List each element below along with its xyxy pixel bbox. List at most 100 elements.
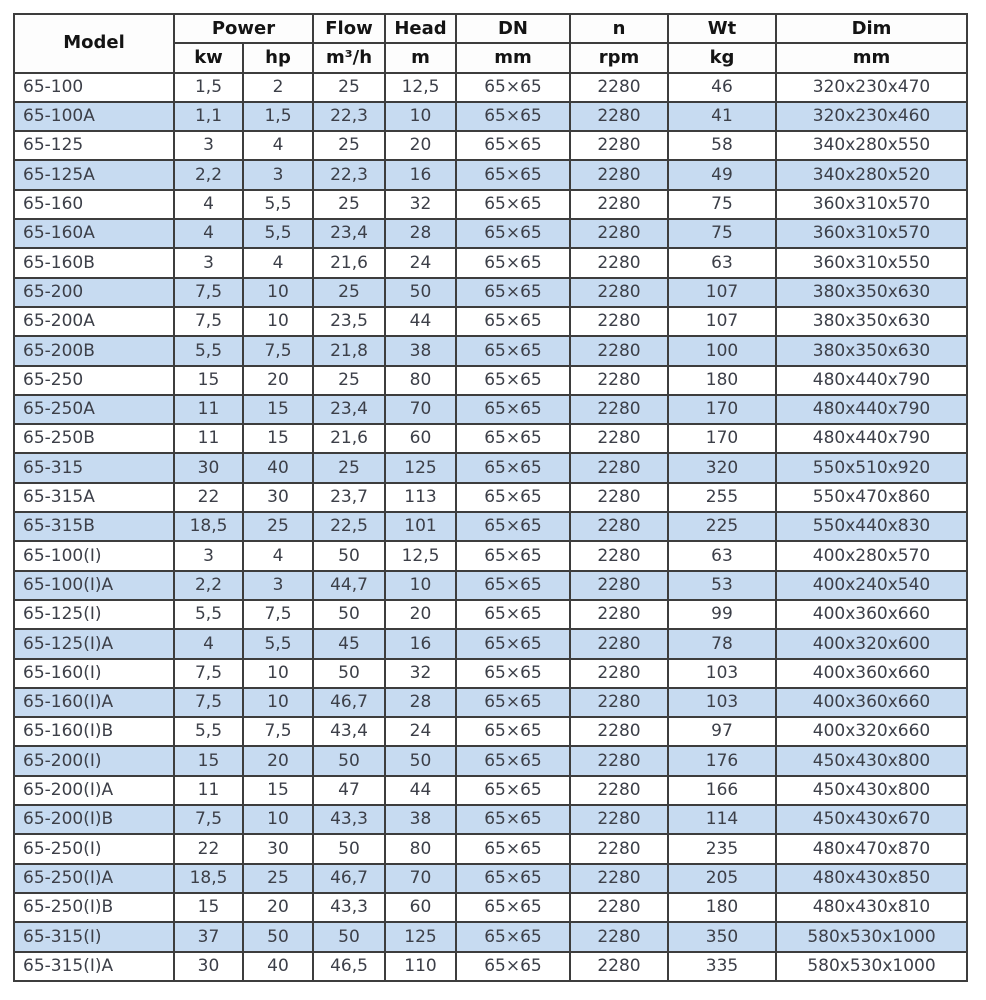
cell-wt: 63 xyxy=(667,247,777,279)
header-cell-wt: Wt xyxy=(667,12,777,45)
cell-dn: 65×65 xyxy=(455,921,571,953)
cell-wt: 107 xyxy=(667,276,777,308)
cell-model: 65-100A xyxy=(13,100,175,133)
cell-dim: 380x350x630 xyxy=(775,276,968,308)
cell-rpm: 2280 xyxy=(569,628,669,660)
cell-head: 28 xyxy=(384,218,457,250)
cell-model: 65-160 xyxy=(13,188,175,221)
cell-power-hp: 10 xyxy=(242,804,314,836)
cell-power-hp: 2 xyxy=(242,71,314,103)
cell-wt: 58 xyxy=(667,130,777,162)
cell-wt: 225 xyxy=(667,511,777,543)
cell-head: 70 xyxy=(384,862,457,894)
cell-dn: 65×65 xyxy=(455,686,571,719)
cell-power-kw: 2,2 xyxy=(173,569,244,601)
cell-model: 65-200 xyxy=(13,276,175,308)
cell-model: 65-200(I)A xyxy=(13,774,175,807)
cell-flow: 46,5 xyxy=(312,950,386,982)
cell-rpm: 2280 xyxy=(569,862,669,894)
cell-dn: 65×65 xyxy=(455,71,571,103)
cell-rpm: 2280 xyxy=(569,481,669,514)
cell-wt: 350 xyxy=(667,921,777,953)
cell-head: 50 xyxy=(384,276,457,308)
cell-power-kw: 7,5 xyxy=(173,305,244,338)
cell-rpm: 2280 xyxy=(569,247,669,279)
cell-head: 16 xyxy=(384,628,457,660)
cell-model: 65-250(I) xyxy=(13,833,175,865)
header-unit-dim: mm xyxy=(775,42,968,74)
cell-rpm: 2280 xyxy=(569,218,669,250)
table-row: 65-200A 7,5 10 23,5 44 65×65 2280 107 380x350x63… xyxy=(13,305,968,338)
cell-rpm: 2280 xyxy=(569,71,669,103)
table-row: 65-200(I)B 7,5 10 43,3 38 65×65 2280 114 450x430… xyxy=(13,804,968,836)
cell-model: 65-315 xyxy=(13,452,175,484)
cell-flow: 21,6 xyxy=(312,247,386,279)
cell-power-kw: 22 xyxy=(173,833,244,865)
cell-wt: 103 xyxy=(667,686,777,719)
cell-power-hp: 1,5 xyxy=(242,100,314,133)
cell-wt: 180 xyxy=(667,891,777,924)
cell-power-kw: 30 xyxy=(173,452,244,484)
cell-power-hp: 7,5 xyxy=(242,716,314,748)
cell-flow: 23,4 xyxy=(312,393,386,426)
cell-power-hp: 10 xyxy=(242,686,314,719)
cell-dim: 400x360x660 xyxy=(775,686,968,719)
cell-dim: 340x280x550 xyxy=(775,130,968,162)
cell-power-hp: 5,5 xyxy=(242,628,314,660)
cell-power-kw: 11 xyxy=(173,774,244,807)
cell-wt: 46 xyxy=(667,71,777,103)
cell-power-hp: 5,5 xyxy=(242,188,314,221)
cell-dim: 480x440x790 xyxy=(775,393,968,426)
cell-model: 65-160(I)B xyxy=(13,716,175,748)
cell-model: 65-315A xyxy=(13,481,175,514)
cell-power-kw: 3 xyxy=(173,540,244,572)
cell-flow: 25 xyxy=(312,188,386,221)
cell-head: 12,5 xyxy=(384,540,457,572)
cell-flow: 25 xyxy=(312,71,386,103)
cell-dn: 65×65 xyxy=(455,950,571,982)
table-row: 65-100 1,5 2 25 12,5 65×65 2280 46 320x230x470 xyxy=(13,71,968,103)
cell-dn: 65×65 xyxy=(455,393,571,426)
cell-rpm: 2280 xyxy=(569,569,669,601)
cell-model: 65-250(I)B xyxy=(13,891,175,924)
cell-power-kw: 5,5 xyxy=(173,598,244,631)
cell-dn: 65×65 xyxy=(455,716,571,748)
cell-dim: 480x430x850 xyxy=(775,862,968,894)
cell-head: 110 xyxy=(384,950,457,982)
cell-dim: 450x430x800 xyxy=(775,745,968,777)
cell-wt: 75 xyxy=(667,218,777,250)
cell-rpm: 2280 xyxy=(569,305,669,338)
cell-wt: 166 xyxy=(667,774,777,807)
cell-dim: 550x510x920 xyxy=(775,452,968,484)
cell-dn: 65×65 xyxy=(455,423,571,455)
cell-dim: 340x280x520 xyxy=(775,159,968,191)
cell-flow: 50 xyxy=(312,833,386,865)
cell-power-kw: 15 xyxy=(173,364,244,396)
cell-model: 65-200B xyxy=(13,335,175,367)
cell-head: 16 xyxy=(384,159,457,191)
cell-wt: 170 xyxy=(667,423,777,455)
cell-rpm: 2280 xyxy=(569,130,669,162)
cell-power-hp: 40 xyxy=(242,950,314,982)
cell-model: 65-315B xyxy=(13,511,175,543)
table-row: 65-160(I)B 5,5 7,5 43,4 24 65×65 2280 97 400x320… xyxy=(13,716,968,748)
cell-model: 65-100(I)A xyxy=(13,569,175,601)
cell-dim: 320x230x460 xyxy=(775,100,968,133)
cell-rpm: 2280 xyxy=(569,598,669,631)
cell-head: 44 xyxy=(384,305,457,338)
cell-model: 65-100(I) xyxy=(13,540,175,572)
cell-rpm: 2280 xyxy=(569,364,669,396)
cell-flow: 50 xyxy=(312,921,386,953)
cell-rpm: 2280 xyxy=(569,540,669,572)
cell-wt: 176 xyxy=(667,745,777,777)
cell-flow: 25 xyxy=(312,364,386,396)
table-row: 65-250(I)A 18,5 25 46,7 70 65×65 2280 205 480x43… xyxy=(13,862,968,894)
cell-dn: 65×65 xyxy=(455,247,571,279)
cell-model: 65-100 xyxy=(13,71,175,103)
cell-flow: 50 xyxy=(312,657,386,689)
table-row: 65-250(I)B 15 20 43,3 60 65×65 2280 180 480x430x… xyxy=(13,891,968,924)
cell-power-hp: 10 xyxy=(242,657,314,689)
cell-dim: 480x440x790 xyxy=(775,423,968,455)
cell-power-hp: 4 xyxy=(242,130,314,162)
